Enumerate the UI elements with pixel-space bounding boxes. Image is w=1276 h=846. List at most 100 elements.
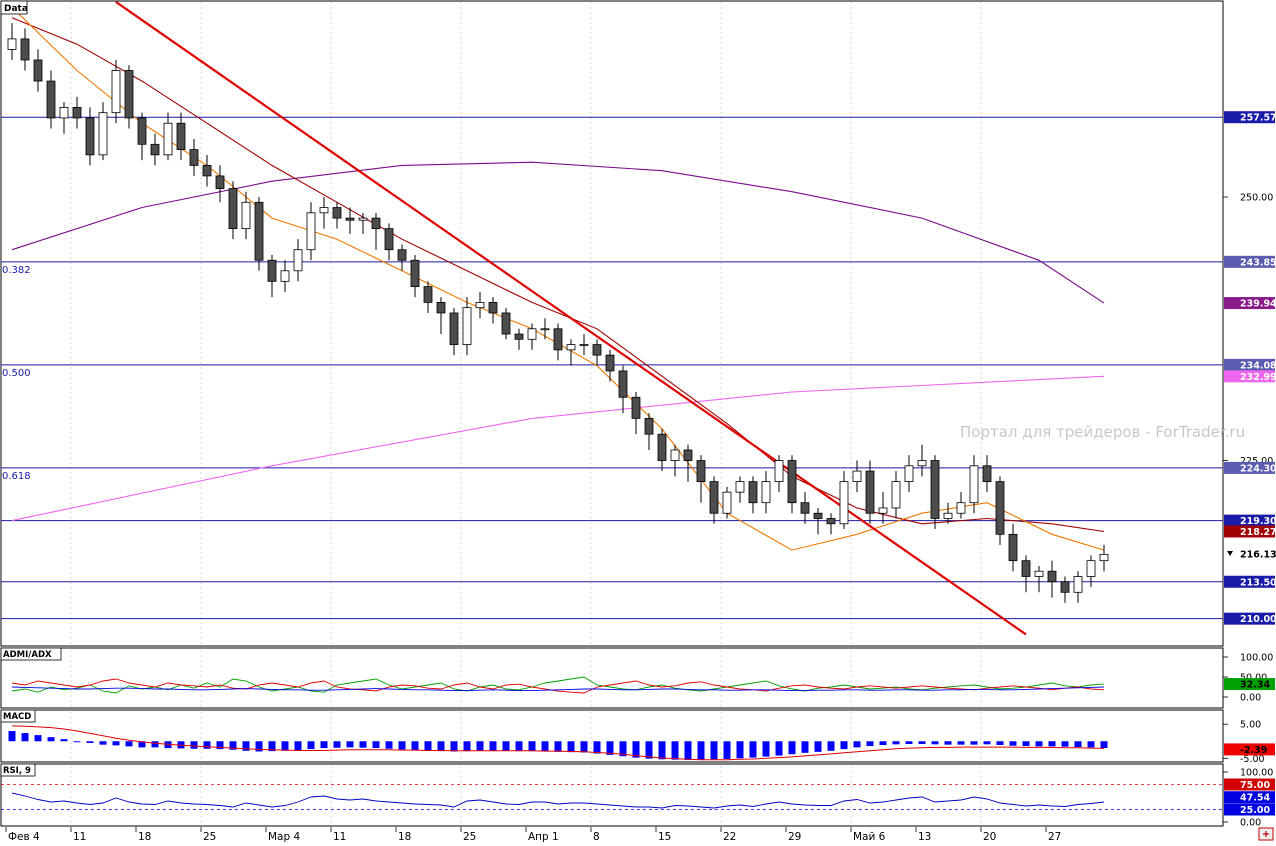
candle-body — [618, 370, 628, 398]
macd-histogram-bar — [463, 741, 471, 752]
macd-histogram-bar — [515, 741, 523, 752]
macd-histogram-bar — [996, 741, 1004, 746]
macd-histogram-bar — [320, 741, 328, 749]
candle-body — [254, 201, 264, 261]
level-badge-box — [1224, 461, 1275, 474]
candle-body — [787, 460, 797, 504]
macd-histogram-bar — [645, 741, 653, 759]
candle-body — [722, 491, 732, 514]
last-price-text: 216.13 — [1240, 550, 1276, 561]
candle-body — [930, 460, 940, 519]
admi-series-line — [11, 678, 1105, 694]
macd-histogram-bar — [801, 741, 809, 753]
candle-body — [540, 328, 550, 331]
macd-histogram-bar — [684, 741, 692, 760]
candle-body — [397, 249, 407, 261]
macd-histogram-bar — [1061, 741, 1069, 747]
macd-histogram-bar — [372, 741, 380, 749]
macd-histogram-bar — [944, 741, 952, 745]
x-tick-label: 22 — [723, 831, 736, 842]
macd-histogram-bar — [190, 741, 198, 749]
candle-body — [761, 481, 771, 504]
macd-histogram-bar — [242, 741, 250, 751]
candle-body — [852, 470, 862, 483]
macd-histogram-bar — [697, 741, 705, 760]
candle-body — [553, 328, 563, 351]
x-tick-label: 8 — [593, 831, 600, 842]
candle-body — [436, 302, 446, 314]
macd-histogram-bar — [892, 741, 900, 745]
candle-body — [878, 507, 888, 514]
macd-histogram-bar — [905, 741, 913, 744]
level-badge-box — [1224, 255, 1275, 268]
candle-body — [20, 38, 30, 61]
macd-histogram-bar — [762, 741, 770, 757]
macd-histogram-bar — [8, 731, 16, 742]
macd-histogram-bar — [671, 741, 679, 760]
y-tick-label: 5.00 — [1240, 720, 1261, 731]
macd-histogram-bar — [1048, 741, 1056, 747]
macd-histogram-bar — [918, 741, 926, 744]
macd-histogram-bar — [255, 741, 263, 752]
corner-button[interactable] — [1258, 827, 1274, 841]
macd-badge-text: -2.39 — [1240, 745, 1267, 756]
macd-histogram-bar — [60, 739, 68, 742]
macd-histogram-bar — [411, 741, 419, 751]
candle-body — [1073, 576, 1083, 593]
macd-signal-line — [11, 725, 1105, 761]
rsi-level-badge-text: 25.00 — [1240, 805, 1270, 816]
macd-histogram-bar — [840, 741, 848, 750]
candle-body — [345, 217, 355, 221]
candle-body — [670, 449, 680, 461]
level-badge-text: 234.08 — [1240, 360, 1276, 371]
candle-body — [1086, 560, 1096, 577]
macd-histogram-bar — [99, 741, 107, 745]
admi-series-line — [11, 686, 1105, 692]
level-badge-text: 243.85 — [1240, 257, 1276, 268]
candle-body — [891, 481, 901, 509]
macd-histogram-bar — [554, 741, 562, 752]
macd-histogram-bar — [1074, 741, 1082, 748]
rsi-level-badge-box — [1224, 778, 1275, 791]
x-tick-label: Мар 4 — [268, 831, 300, 842]
candle-body — [46, 80, 56, 119]
macd-histogram-bar — [528, 741, 536, 752]
level-badge-box — [1224, 514, 1275, 527]
last-price-box — [1224, 548, 1275, 561]
macd-histogram-bar — [34, 735, 42, 742]
candle-body — [293, 249, 303, 272]
moving-average-line — [11, 375, 1105, 522]
macd-histogram-bar — [138, 741, 146, 748]
watermark: Портал для трейдеров - ForTrader.ru — [960, 423, 1245, 441]
macd-histogram-bar — [502, 741, 510, 751]
candle-body — [1034, 570, 1044, 577]
candle-body — [475, 302, 485, 309]
macd-histogram-bar — [957, 741, 965, 745]
candle-body — [137, 117, 147, 145]
macd-histogram-bar — [814, 741, 822, 752]
candle-body — [280, 270, 290, 282]
candle-body — [124, 70, 134, 119]
rsi-level-badge-text: 75.00 — [1240, 780, 1270, 791]
macd-histogram-bar — [307, 741, 315, 750]
candle-body — [1060, 581, 1070, 593]
candle-body — [1021, 560, 1031, 577]
candle-body — [592, 344, 602, 356]
y-tick-label: 0.00 — [1240, 818, 1261, 829]
macd-histogram-bar — [931, 741, 939, 745]
level-badge-text: 257.57 — [1240, 113, 1276, 124]
macd-histogram-bar — [73, 741, 81, 743]
x-tick-label: 20 — [983, 831, 996, 842]
macd-histogram-bar — [229, 741, 237, 750]
level-badge-text: 210.00 — [1240, 614, 1276, 625]
y-tick-label: 250.00 — [1240, 193, 1273, 204]
macd-histogram-bar — [736, 741, 744, 759]
ma-badge-box — [1224, 297, 1275, 310]
candle-body — [410, 259, 420, 288]
candle-body — [683, 449, 693, 461]
macd-histogram-bar — [567, 741, 575, 753]
price-panel: 0.382 0.500 0.618 Data Портал для трейдеро… — [0, 0, 1245, 647]
macd-histogram-bar — [385, 741, 393, 749]
rsi-value-badge-box — [1224, 791, 1275, 804]
